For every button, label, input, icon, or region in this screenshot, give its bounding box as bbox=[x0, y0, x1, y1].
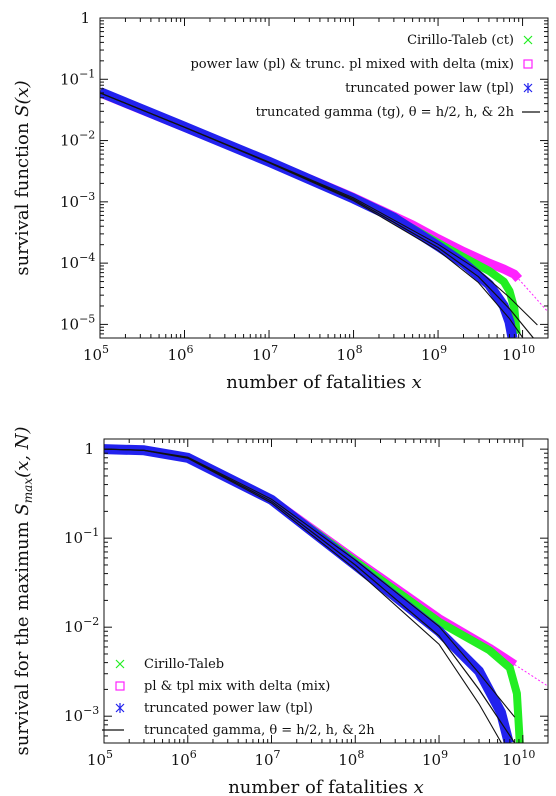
series-line-4 bbox=[100, 92, 535, 338]
x-tick-label: 109 bbox=[421, 343, 447, 364]
y-tick-label: 10−3 bbox=[60, 190, 95, 211]
x-tick-label: 108 bbox=[338, 748, 364, 769]
series-extension-2 bbox=[518, 278, 548, 313]
y-tick-label: 10−1 bbox=[60, 67, 95, 88]
x-axis-label: number of fatalities x bbox=[226, 372, 422, 393]
y-tick-label: 1 bbox=[84, 440, 94, 458]
x-tick-label: 108 bbox=[336, 343, 362, 364]
series-band-3 bbox=[100, 87, 518, 338]
legend-label-2: pl & tpl mix with delta (mix) bbox=[144, 679, 330, 694]
series-extension-2 bbox=[514, 664, 548, 687]
series-line-variant-1 bbox=[100, 92, 524, 338]
y-axis: 1 10−1 10−2 10−3 bbox=[64, 440, 548, 744]
y-axis: 1 10−1 10−2 10−3 10−4 10−5 bbox=[60, 9, 548, 339]
legend-label-4: truncated gamma, θ = h/2, h, & 2h bbox=[144, 723, 375, 738]
series-line-variant-2 bbox=[104, 448, 516, 718]
legend: Cirillo-Taleb (ct) power law (pl) & trunc… bbox=[190, 33, 540, 120]
legend-marker-x bbox=[115, 659, 125, 669]
y-tick-label: 10−2 bbox=[64, 615, 99, 636]
legend-label-1: Cirillo-Taleb (ct) bbox=[407, 33, 514, 48]
x-tick-label: 1010 bbox=[502, 748, 535, 769]
series-line-variant-1 bbox=[104, 448, 503, 743]
plot-frame bbox=[103, 438, 549, 744]
y-tick-label: 10−5 bbox=[60, 312, 95, 333]
chart-2: 105 106 107 108 109 1010 1 10−1 10−2 10−3 number o… bbox=[12, 427, 549, 796]
x-tick-label: 109 bbox=[422, 748, 448, 769]
y-tick-label: 1 bbox=[80, 9, 90, 27]
y-tick-label: 10−1 bbox=[64, 526, 99, 547]
legend-marker-square bbox=[115, 681, 125, 691]
legend-marker-asterisk bbox=[115, 703, 125, 713]
x-tick-label: 107 bbox=[252, 343, 278, 364]
y-tick-label: 10−3 bbox=[64, 704, 99, 725]
x-tick-label: 105 bbox=[83, 343, 109, 364]
chart-1: 105 106 107 108 109 1010 1 10−1 10−2 10−3 10−4 10−5… bbox=[12, 9, 549, 393]
legend-label-3: truncated power law (tpl) bbox=[345, 81, 514, 96]
legend: Cirillo-Taleb pl & tpl mix with delta (mi… bbox=[102, 657, 375, 738]
x-tick-label: 106 bbox=[171, 748, 197, 769]
series-band-3 bbox=[104, 444, 514, 743]
legend-marker-square bbox=[523, 59, 533, 69]
x-axis: 105 106 107 108 109 1010 bbox=[83, 18, 549, 364]
series-line-4 bbox=[104, 448, 516, 743]
legend-label-2: power law (pl) & trunc. pl mixed with de… bbox=[190, 57, 514, 72]
x-tick-label: 105 bbox=[87, 748, 113, 769]
series-line-variant-2 bbox=[100, 92, 538, 326]
legend-marker-asterisk bbox=[523, 83, 533, 93]
legend-label-1: Cirillo-Taleb bbox=[144, 657, 224, 672]
legend-marker-x bbox=[523, 35, 533, 45]
x-tick-label: 106 bbox=[167, 343, 193, 364]
y-axis-label: survival function S(x) bbox=[12, 80, 33, 275]
x-axis-label: number of fatalities x bbox=[228, 777, 424, 796]
series-band-1 bbox=[100, 89, 521, 335]
legend-label-3: truncated power law (tpl) bbox=[144, 701, 313, 716]
y-axis-label: survival for the maximum Smax(x, N) bbox=[12, 427, 35, 756]
x-tick-label: 107 bbox=[254, 748, 280, 769]
x-axis: 105 106 107 108 109 1010 bbox=[87, 439, 549, 769]
legend-label-4: truncated gamma (tg), θ = h/2, h, & 2h bbox=[256, 105, 515, 120]
x-tick-label: 1010 bbox=[502, 343, 535, 364]
y-tick-label: 10−4 bbox=[60, 251, 95, 272]
plot-frame bbox=[99, 17, 549, 339]
plot-area bbox=[104, 444, 548, 743]
series-band-1 bbox=[104, 445, 524, 743]
plot-area bbox=[100, 87, 548, 338]
y-tick-label: 10−2 bbox=[60, 129, 95, 150]
